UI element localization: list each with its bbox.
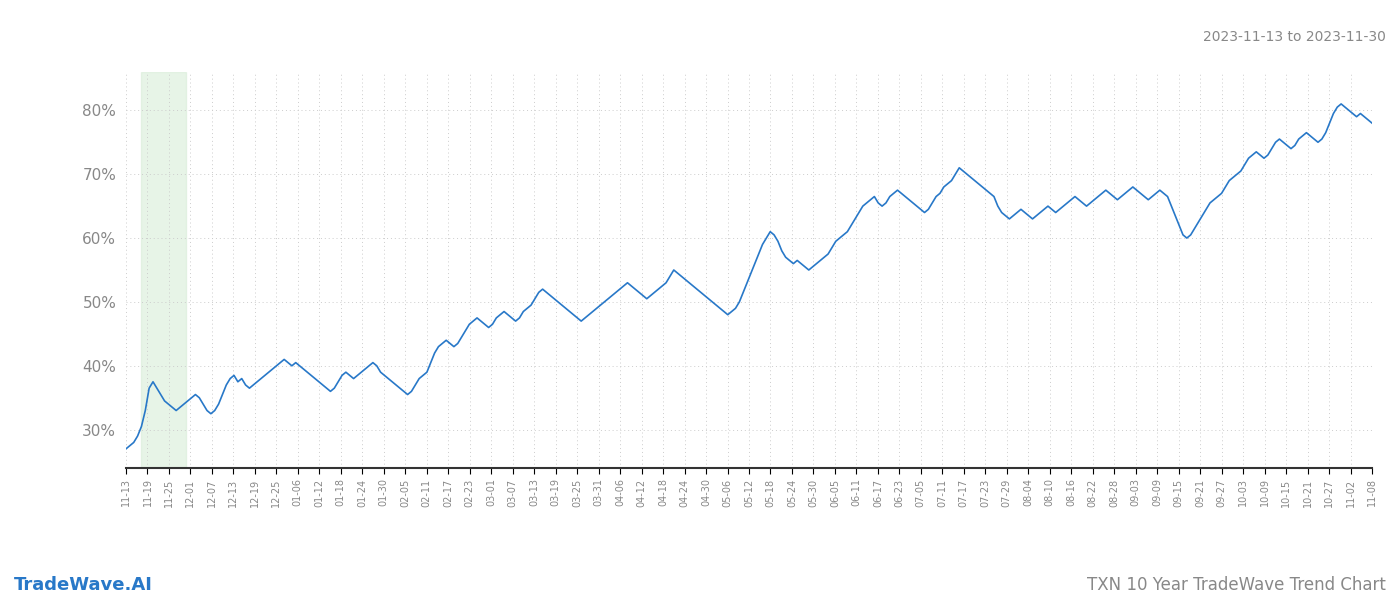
- Text: TradeWave.AI: TradeWave.AI: [14, 576, 153, 594]
- Text: 2023-11-13 to 2023-11-30: 2023-11-13 to 2023-11-30: [1203, 30, 1386, 44]
- Bar: [141, 72, 186, 468]
- Text: TXN 10 Year TradeWave Trend Chart: TXN 10 Year TradeWave Trend Chart: [1088, 576, 1386, 594]
